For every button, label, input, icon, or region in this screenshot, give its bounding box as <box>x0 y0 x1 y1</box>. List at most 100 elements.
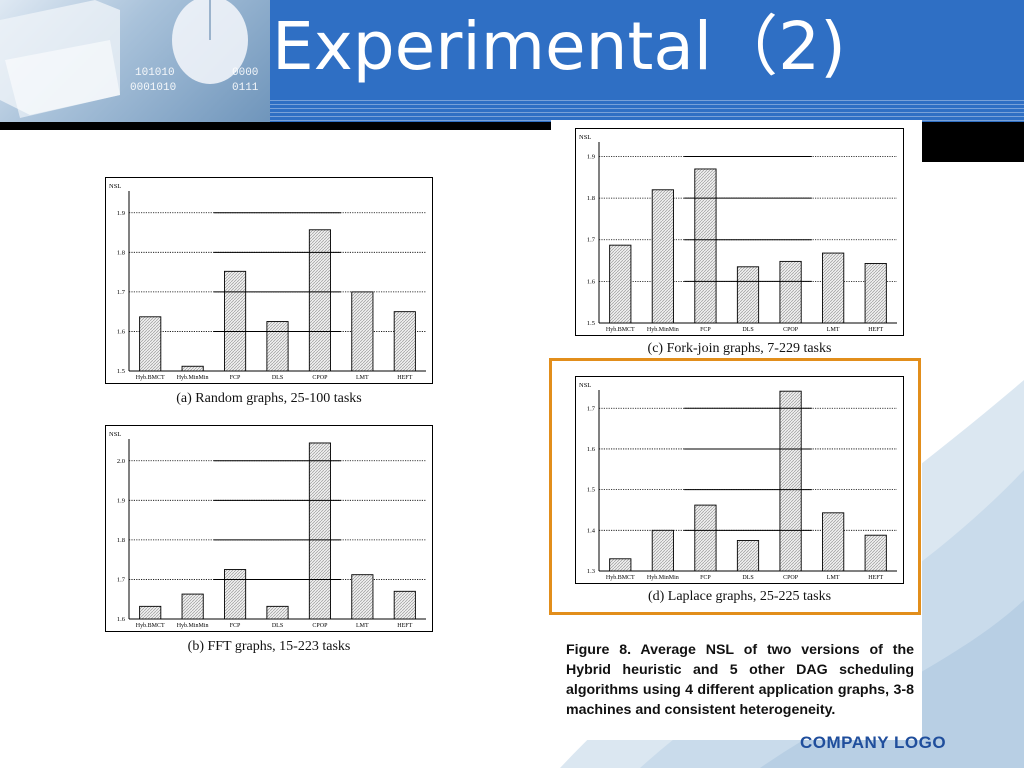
x-tick-label: DLS <box>272 375 283 381</box>
y-axis-label: NSL <box>579 134 591 141</box>
chart-a-plot: NSL 1.5 1.6 1.7 1.8 1.9 Hyb.BMCT Hyb.MinMin FCP D… <box>105 177 433 384</box>
x-tick-label: DLS <box>272 623 283 629</box>
x-tick-label: FCP <box>700 575 711 581</box>
x-tick-label: DLS <box>742 327 753 333</box>
bar-fcp <box>694 504 717 572</box>
x-tick-label: CPOP <box>783 575 799 581</box>
y-tick-label: 1.7 <box>117 576 126 583</box>
x-tick-label: LMT <box>827 575 840 581</box>
x-tick-label: Hyb.MinMin <box>177 375 209 381</box>
slide-title: Experimental（2) <box>272 8 846 85</box>
x-tick-label: Hyb.BMCT <box>136 375 165 381</box>
bar-fcp <box>224 270 247 372</box>
svg-text:0001010: 0001010 <box>130 82 176 94</box>
y-tick-label: 1.5 <box>587 487 595 494</box>
y-tick-label: 1.6 <box>587 446 596 453</box>
x-tick-label: CPOP <box>312 623 328 629</box>
x-tick-label: CPOP <box>783 327 799 333</box>
bar-cpop <box>779 390 802 572</box>
bar-hyb-minmin <box>651 529 674 572</box>
x-tick-label: FCP <box>230 375 241 381</box>
laptop-mouse-image: 101010 0001010 0000 0111 <box>0 0 259 118</box>
figure-caption: Figure 8. Average NSL of two versions of… <box>566 642 914 718</box>
bar-heft <box>864 263 887 324</box>
x-tick-label: FCP <box>700 327 711 333</box>
y-tick-label: 1.9 <box>117 497 125 504</box>
chart-d-plot: NSL 1.3 1.4 1.5 1.6 1.7 Hyb.BMCT Hyb.MinMin FCP D… <box>575 376 904 584</box>
chart-caption: (a) Random graphs, 25-100 tasks <box>176 391 362 406</box>
y-tick-label: 1.5 <box>587 320 595 327</box>
bar-lmt <box>822 512 845 572</box>
bar-hyb-minmin <box>181 365 204 372</box>
bar-lmt <box>351 574 374 620</box>
bar-dls <box>736 540 760 572</box>
bar-heft <box>864 534 887 572</box>
y-axis-label: NSL <box>579 382 591 389</box>
y-tick-label: 1.6 <box>587 278 596 285</box>
y-tick-label: 1.9 <box>117 210 125 217</box>
x-tick-label: CPOP <box>312 375 328 381</box>
bar-hyb-minmin <box>651 189 674 324</box>
chart-fork-join-graphs: NSL 1.5 1.6 1.7 1.8 1.9 Hyb.BMCT Hyb.MinMin FCP D… <box>575 128 904 364</box>
x-tick-label: HEFT <box>397 623 412 629</box>
y-axis-label: NSL <box>109 431 121 438</box>
y-tick-label: 1.8 <box>117 537 125 544</box>
bar-hyb-bmct <box>139 316 162 372</box>
bar-hyb-minmin <box>181 593 204 620</box>
bar-hyb-bmct <box>609 244 632 324</box>
x-tick-label: LMT <box>356 623 369 629</box>
bar-lmt <box>822 252 845 324</box>
chart-c-plot: NSL 1.5 1.6 1.7 1.8 1.9 Hyb.BMCT Hyb.MinMin FCP D… <box>575 128 904 336</box>
svg-text:0000: 0000 <box>232 67 258 79</box>
bar-hyb-bmct <box>609 558 632 572</box>
header-stripes <box>270 100 1024 122</box>
y-tick-label: 1.6 <box>117 328 126 335</box>
svg-text:101010: 101010 <box>135 67 175 79</box>
y-tick-label: 2.0 <box>117 458 125 465</box>
bar-fcp <box>694 168 717 324</box>
svg-text:0111: 0111 <box>232 82 259 94</box>
bar-heft <box>393 311 416 372</box>
y-tick-label: 1.7 <box>587 405 596 412</box>
x-tick-label: HEFT <box>868 575 883 581</box>
y-tick-label: 1.8 <box>587 195 595 202</box>
chart-caption: (b) FFT graphs, 15-223 tasks <box>187 639 351 654</box>
chart-caption: (c) Fork-join graphs, 7-229 tasks <box>647 341 832 356</box>
chart-b-plot: NSL 1.6 1.7 1.8 1.9 2.0 Hyb.BMCT Hyb.MinMin FCP D… <box>105 425 433 632</box>
x-tick-label: DLS <box>742 575 753 581</box>
y-tick-label: 1.8 <box>117 249 125 256</box>
x-tick-label: Hyb.BMCT <box>136 623 165 629</box>
header-divider <box>0 122 1024 130</box>
y-tick-label: 1.6 <box>117 616 126 623</box>
x-tick-label: FCP <box>230 623 241 629</box>
y-tick-label: 1.7 <box>117 289 126 296</box>
bar-hyb-bmct <box>139 605 162 620</box>
y-axis-label: NSL <box>109 183 121 190</box>
chart-random-graphs: NSL 1.5 1.6 1.7 1.8 1.9 Hyb.BMCT Hyb.MinMin FCP D… <box>105 177 433 415</box>
plot-frame <box>105 425 433 632</box>
bar-cpop <box>308 442 331 620</box>
bar-dls <box>266 321 289 372</box>
x-tick-label: Hyb.BMCT <box>606 327 635 333</box>
chart-caption: (d) Laplace graphs, 25-225 tasks <box>647 589 832 604</box>
bar-heft <box>393 590 416 620</box>
y-tick-label: 1.3 <box>587 568 595 575</box>
y-tick-label: 1.4 <box>587 527 596 534</box>
x-tick-label: LMT <box>827 327 840 333</box>
bar-cpop <box>779 260 802 324</box>
highlight-frame <box>549 358 921 615</box>
bar-fcp <box>224 569 247 620</box>
bar-dls <box>266 605 289 620</box>
bar-lmt <box>351 291 374 372</box>
header-corner-block <box>922 122 1024 162</box>
x-tick-label: Hyb.BMCT <box>606 575 635 581</box>
x-tick-label: HEFT <box>868 327 883 333</box>
x-tick-label: Hyb.MinMin <box>647 327 679 333</box>
y-tick-label: 1.7 <box>587 237 596 244</box>
y-tick-label: 1.5 <box>117 368 125 375</box>
slide-header: 101010 0001010 0000 0111 Experimental（2) <box>0 0 1024 130</box>
company-logo: COMPANY LOGO <box>800 733 947 752</box>
chart-laplace-graphs: NSL 1.3 1.4 1.5 1.6 1.7 Hyb.BMCT Hyb.MinMin FCP D… <box>575 376 904 612</box>
y-tick-label: 1.9 <box>587 153 595 160</box>
header-photo: 101010 0001010 0000 0111 <box>0 0 270 122</box>
